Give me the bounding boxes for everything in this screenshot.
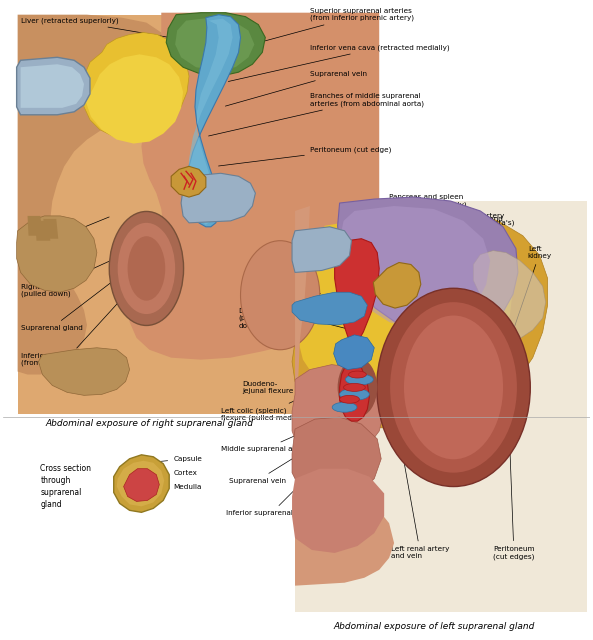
Polygon shape xyxy=(39,348,130,396)
Polygon shape xyxy=(17,58,90,115)
Polygon shape xyxy=(292,468,384,553)
Polygon shape xyxy=(171,166,206,197)
Text: Peritoneum
(cut edges): Peritoneum (cut edges) xyxy=(493,402,535,560)
Polygon shape xyxy=(292,292,367,325)
Text: Capsule: Capsule xyxy=(159,456,202,462)
Text: Abdominal exposure of right suprarenal gland: Abdominal exposure of right suprarenal g… xyxy=(46,419,253,428)
Text: Splenic
vein: Splenic vein xyxy=(295,292,321,308)
Polygon shape xyxy=(82,33,189,140)
Text: Inferior suprarenal artery
(from renal artery): Inferior suprarenal artery (from renal a… xyxy=(21,271,148,367)
Ellipse shape xyxy=(109,211,184,326)
Polygon shape xyxy=(18,15,166,374)
Polygon shape xyxy=(114,455,169,512)
Text: Left
kidney: Left kidney xyxy=(511,246,552,337)
Polygon shape xyxy=(27,216,43,236)
Polygon shape xyxy=(187,15,241,227)
Ellipse shape xyxy=(349,371,366,378)
Text: Aorta: Aorta xyxy=(295,315,349,329)
Polygon shape xyxy=(21,64,84,108)
Ellipse shape xyxy=(390,302,517,473)
Ellipse shape xyxy=(340,396,359,403)
Text: Cross section
through
suprarenal
gland: Cross section through suprarenal gland xyxy=(40,465,91,509)
Ellipse shape xyxy=(332,403,357,412)
Text: Abdominal exposure of left suprarenal gland: Abdominal exposure of left suprarenal gl… xyxy=(333,622,534,631)
Text: Right kidney
(pulled down): Right kidney (pulled down) xyxy=(21,257,119,297)
Polygon shape xyxy=(334,335,374,369)
Polygon shape xyxy=(334,239,379,421)
Ellipse shape xyxy=(343,383,365,392)
Text: Renal
(Gerota's)
fascia: Renal (Gerota's) fascia xyxy=(21,217,109,256)
Polygon shape xyxy=(373,262,421,308)
Polygon shape xyxy=(17,216,97,292)
Polygon shape xyxy=(298,216,513,399)
Ellipse shape xyxy=(377,288,530,486)
Text: Superior suprarenal arteries
(from inferior phrenic artery): Superior suprarenal arteries (from infer… xyxy=(225,8,414,52)
Polygon shape xyxy=(292,227,352,273)
Text: Left colic (splenic)
flexure (pulled medially): Left colic (splenic) flexure (pulled med… xyxy=(221,390,317,421)
Polygon shape xyxy=(175,18,254,70)
Text: Pancreas and spleen
(retracted superiorly): Pancreas and spleen (retracted superiorl… xyxy=(389,195,467,211)
Ellipse shape xyxy=(346,374,373,385)
Text: Peritoneum (cut edge): Peritoneum (cut edge) xyxy=(218,147,391,166)
Text: Middle suprarenal artery: Middle suprarenal artery xyxy=(221,408,357,452)
Ellipse shape xyxy=(340,388,369,400)
Text: Duodeno-
jejunal flexure: Duodeno- jejunal flexure xyxy=(243,372,327,394)
Text: Renal (Gerota's)
fascia: Renal (Gerota's) fascia xyxy=(440,219,515,303)
Polygon shape xyxy=(337,197,518,336)
Polygon shape xyxy=(295,201,587,612)
Text: Cortex: Cortex xyxy=(154,470,197,476)
Polygon shape xyxy=(473,251,546,340)
Text: Medulla: Medulla xyxy=(149,484,202,490)
Polygon shape xyxy=(292,204,547,429)
Ellipse shape xyxy=(337,358,377,417)
Polygon shape xyxy=(36,221,50,241)
Ellipse shape xyxy=(241,241,320,349)
Ellipse shape xyxy=(127,236,165,301)
Text: Left inferior phrenic artery: Left inferior phrenic artery xyxy=(400,213,504,247)
Text: Duodenum
(pulled
down): Duodenum (pulled down) xyxy=(238,273,279,328)
Text: Left renal artery
and vein: Left renal artery and vein xyxy=(391,436,449,559)
Text: Suprarenal vein: Suprarenal vein xyxy=(229,419,357,484)
Polygon shape xyxy=(295,206,394,586)
Polygon shape xyxy=(130,13,379,360)
Polygon shape xyxy=(340,206,490,330)
Text: Liver (retracted superiorly): Liver (retracted superiorly) xyxy=(21,17,208,44)
Polygon shape xyxy=(86,54,183,143)
Text: Superior suprarenal
arteries: Superior suprarenal arteries xyxy=(399,227,486,267)
Polygon shape xyxy=(123,468,160,501)
Polygon shape xyxy=(43,219,58,239)
Ellipse shape xyxy=(404,316,503,460)
Text: Branches of middle suprarenal
arteries (from abdominal aorta): Branches of middle suprarenal arteries (… xyxy=(209,93,424,136)
Polygon shape xyxy=(18,15,374,414)
Polygon shape xyxy=(292,365,384,461)
Polygon shape xyxy=(292,417,381,500)
Text: Suprarenal gland: Suprarenal gland xyxy=(409,216,502,284)
Text: Suprarenal vein: Suprarenal vein xyxy=(225,71,367,106)
Polygon shape xyxy=(117,461,164,506)
Text: Inferior vena cava (retracted medially): Inferior vena cava (retracted medially) xyxy=(228,44,449,81)
Polygon shape xyxy=(181,173,256,223)
Text: Suprarenal gland: Suprarenal gland xyxy=(21,247,157,331)
Ellipse shape xyxy=(117,223,175,314)
Polygon shape xyxy=(188,19,232,225)
Text: Inferior suprarenal artery: Inferior suprarenal artery xyxy=(226,429,355,516)
Polygon shape xyxy=(166,13,265,76)
